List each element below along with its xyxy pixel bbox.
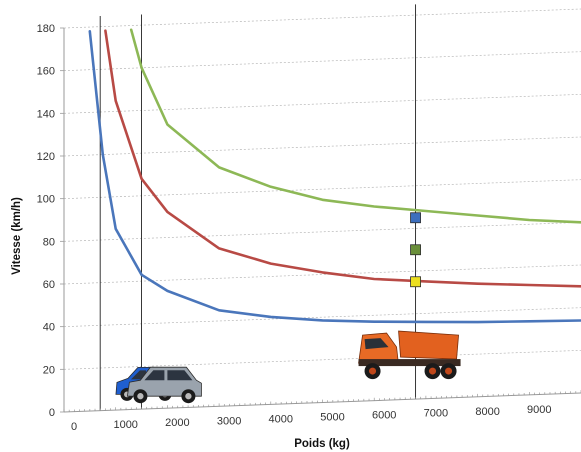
truck-dump-bed <box>398 330 459 360</box>
vehicle-images <box>115 330 461 404</box>
x-tick-label: 5000 <box>320 412 344 424</box>
grey-suv-car-icon <box>126 366 202 404</box>
x-tick-label: 3000 <box>217 415 241 427</box>
x-tick-label: 7000 <box>424 408 448 420</box>
x-tick-label: 6000 <box>372 410 396 422</box>
series-layer <box>88 28 581 324</box>
truck-window <box>364 338 389 350</box>
truck-hub <box>369 367 377 375</box>
truck-hub <box>445 367 453 375</box>
y-axis-title: Vitesse (km/h) <box>11 197 23 275</box>
y-tick-label: 160 <box>37 66 55 78</box>
marker-square-2 <box>410 244 421 256</box>
y-tick-label: 100 <box>37 194 55 206</box>
tick-labels: 0 20 40 60 80 100 120 140 160 180 0 1000 2000 3000 400… <box>37 23 552 433</box>
car-windows <box>144 370 193 381</box>
series-line-3 <box>129 28 581 224</box>
y-tick-label: 80 <box>43 236 55 248</box>
x-tick-label: 1000 <box>113 419 137 431</box>
x-tick-label: 4000 <box>269 413 293 425</box>
x-tick-label: 0 <box>71 421 77 433</box>
y-tick-label: 140 <box>37 108 55 120</box>
y-tick-label: 180 <box>37 23 55 35</box>
truck-hub <box>429 367 437 375</box>
x-tick-label: 2000 <box>165 417 189 429</box>
marker-square-3 <box>410 276 421 288</box>
series-line-2 <box>104 29 581 288</box>
y-tick-label: 60 <box>43 279 55 291</box>
x-axis-title: Poids (kg) <box>294 438 350 450</box>
marker-square-1 <box>410 212 421 224</box>
y-tick-label: 120 <box>37 151 55 163</box>
y-tick-label: 0 <box>49 407 55 419</box>
x-tick-label: 9000 <box>527 404 551 416</box>
y-tick-label: 20 <box>43 364 55 376</box>
y-tick-label: 40 <box>43 322 55 334</box>
wheel-rim <box>137 393 144 400</box>
axes <box>60 27 581 413</box>
truck-chassis <box>358 359 461 367</box>
markers <box>410 212 421 288</box>
series-line-1 <box>88 30 581 324</box>
orange-dump-truck-icon <box>358 330 461 380</box>
wheel-rim <box>185 393 192 400</box>
x-tick-label: 8000 <box>475 406 499 418</box>
